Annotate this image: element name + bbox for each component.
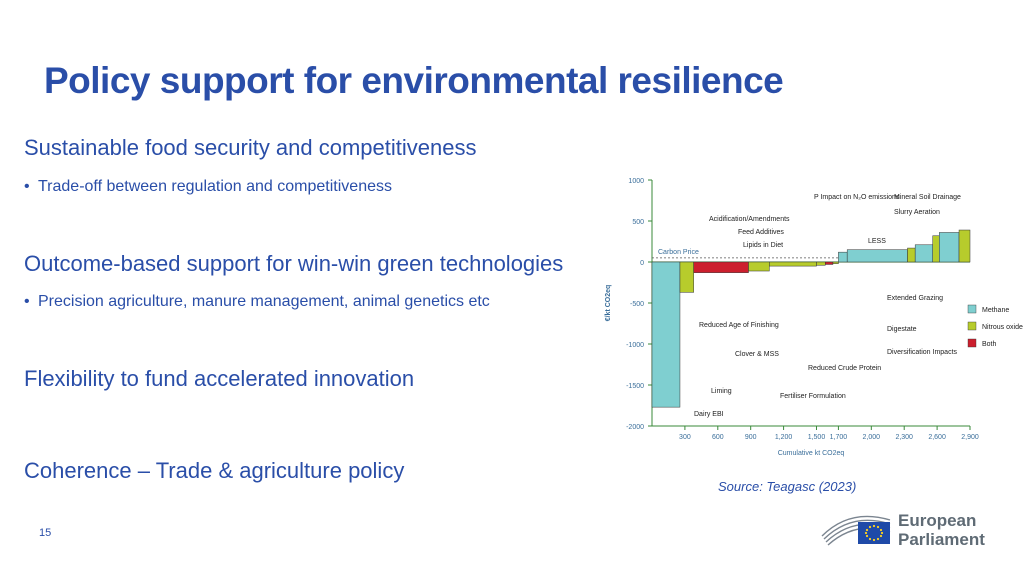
x-tick-label: 2,300 (895, 434, 913, 441)
bar-methane (838, 251, 848, 263)
bullet-text: Trade-off between regulation and competi… (38, 178, 392, 195)
eu-flag-icon (821, 515, 891, 546)
y-tick-label: 0 (640, 260, 644, 267)
bar-annotation: Extended Grazing (887, 295, 943, 302)
legend-label: Nitrous oxide (982, 324, 1023, 331)
bar-nitrous-oxide (679, 261, 694, 293)
section-heading-food-security: Sustainable food security and competitiv… (24, 135, 477, 160)
bar-annotation: Acidification/Amendments (709, 216, 790, 223)
legend-swatch (967, 338, 977, 348)
page-number: 15 (39, 527, 52, 539)
legend-label: Both (982, 341, 997, 348)
bar-both (693, 261, 749, 273)
x-tick-label: 900 (745, 434, 757, 441)
bar-nitrous-oxide (932, 235, 940, 263)
bar-nitrous-oxide (816, 261, 826, 266)
y-tick-label: -2000 (626, 424, 644, 431)
bullet-dot-icon: • (24, 293, 30, 310)
bar-annotation: Dairy EBI (694, 411, 724, 418)
page-title: Policy support for environmental resilie… (44, 60, 784, 101)
bar-annotation: Clover & MSS (735, 351, 779, 358)
bar-annotation: Diversification Impacts (887, 349, 958, 356)
bar-annotation: Reduced Crude Protein (808, 365, 881, 372)
bar-annotation: Slurry Aeration (894, 209, 940, 216)
bar-annotation: Reduced Age of Finishing (699, 322, 779, 329)
section-heading-coherence: Coherence – Trade & agriculture policy (24, 458, 405, 483)
bar-annotation: Liming (711, 388, 732, 395)
bar-annotation: Digestate (887, 326, 917, 333)
x-tick-label: 2,000 (863, 434, 881, 441)
x-tick-label: 1,200 (775, 434, 793, 441)
bar-methane (914, 244, 933, 263)
ep-logo-line1: European (898, 511, 977, 530)
section-heading-flexibility: Flexibility to fund accelerated innovati… (24, 366, 415, 391)
bar-nitrous-oxide (958, 229, 971, 263)
bar-annotation: Feed Additives (738, 229, 784, 236)
bar-annotation: Mineral Soil Drainage (894, 194, 961, 201)
bar-annotation: P Impact on N₂O emissions (814, 194, 900, 201)
bullet-text: Precision agriculture, manure management… (38, 293, 490, 310)
bar-methane (846, 249, 908, 263)
bar-nitrous-oxide (907, 247, 916, 263)
y-tick-label: -500 (630, 301, 644, 308)
x-tick-label: 600 (712, 434, 724, 441)
y-tick-label: -1000 (626, 342, 644, 349)
macc-chart: 1000 500 0 -500 -1000 -1500 -2000 €/kt CO2eq 300… (605, 178, 1023, 457)
bar-annotation: Lipids in Diet (743, 242, 783, 249)
bar-annotation: LESS (868, 238, 886, 245)
bar-methane (939, 232, 960, 263)
legend-label: Methane (982, 307, 1009, 314)
x-axis-label: Cumulative kt CO2eq (778, 450, 845, 457)
bullet-precision-agriculture: • Precision agriculture, manure managemen… (24, 293, 490, 311)
bar-annotation: Fertiliser Formulation (780, 393, 846, 400)
y-tick-label: 1000 (628, 178, 644, 185)
x-tick-label: 1,500 (808, 434, 826, 441)
bar-both (825, 261, 834, 265)
x-tick-label: 2,600 (928, 434, 946, 441)
x-tick-label: 1,700 (830, 434, 848, 441)
legend-swatch (967, 304, 977, 314)
ep-logo-text: European Parliament (898, 511, 985, 549)
carbon-price-label: Carbon Price (658, 249, 699, 256)
x-tick-label: 2,900 (961, 434, 979, 441)
y-tick-label: 500 (632, 219, 644, 226)
section-heading-outcome-based: Outcome-based support for win-win green … (24, 251, 564, 276)
source-citation: Source: Teagasc (2023) (718, 479, 857, 494)
bar-nitrous-oxide (748, 261, 770, 272)
y-tick-label: -1500 (626, 383, 644, 390)
bullet-dot-icon: • (24, 178, 30, 195)
y-axis-label: €/kt CO2eq (605, 285, 612, 322)
legend-swatch (967, 321, 977, 331)
bullet-trade-off: • Trade-off between regulation and compet… (24, 178, 392, 196)
ep-logo-line2: Parliament (898, 530, 985, 549)
x-tick-label: 300 (679, 434, 691, 441)
bar-nitrous-oxide (832, 261, 839, 264)
bar-methane (651, 261, 681, 408)
bar-nitrous-oxide (769, 261, 817, 267)
